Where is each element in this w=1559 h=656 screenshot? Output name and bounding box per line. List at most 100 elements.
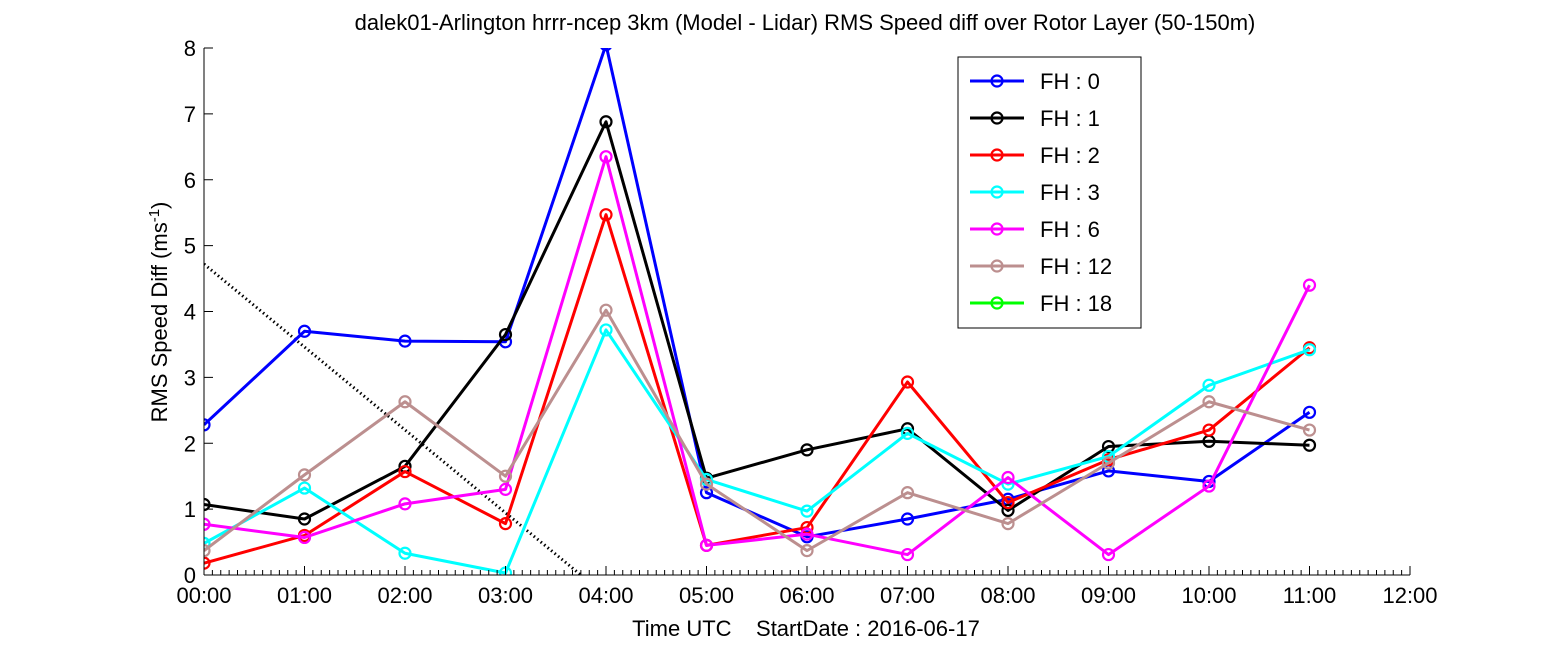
data-point xyxy=(1101,456,1116,470)
x-axis-label: Time UTC StartDate : 2016-06-17 xyxy=(632,616,980,641)
y-tick-label: 4 xyxy=(184,300,196,325)
data-point xyxy=(1202,479,1216,493)
data-point xyxy=(1202,378,1216,392)
legend-swatch-marker xyxy=(990,296,1004,310)
series-line xyxy=(204,308,1310,553)
data-point xyxy=(800,544,814,558)
series-line xyxy=(204,48,1311,539)
data-point xyxy=(800,504,814,518)
data-point xyxy=(599,115,613,129)
legend-label: FH : 1 xyxy=(1040,106,1100,131)
data-point xyxy=(398,334,412,348)
x-tick-label: 10:00 xyxy=(1181,583,1236,608)
data-point xyxy=(1202,423,1216,437)
legend-item: FH : 18 xyxy=(970,291,1112,316)
y-tick-label: 0 xyxy=(184,563,196,588)
legend-swatch-marker xyxy=(990,222,1004,236)
data-point xyxy=(297,468,312,482)
y-tick-label: 8 xyxy=(184,36,196,61)
data-point xyxy=(900,547,915,562)
x-tick-label: 03:00 xyxy=(478,583,533,608)
legend-item: FH : 12 xyxy=(970,254,1112,279)
legend: FH : 0 FH : 1 FH : 2 FH : 3 FH : 6 FH : 12 FH … xyxy=(957,56,1142,329)
x-tick-label: 04:00 xyxy=(578,583,633,608)
chart-title: dalek01-Arlington hrrr-ncep 3km (Model -… xyxy=(355,10,1256,35)
data-point xyxy=(204,497,211,512)
data-point xyxy=(1302,438,1317,452)
data-point xyxy=(204,536,211,550)
legend-item: FH : 1 xyxy=(970,106,1100,131)
data-point xyxy=(398,497,412,511)
plot-area xyxy=(204,48,1410,575)
data-point xyxy=(800,527,814,541)
data-point xyxy=(599,150,613,164)
y-axis-label-end: ) xyxy=(147,202,172,209)
data-point xyxy=(498,482,513,496)
y-tick-label: 5 xyxy=(184,234,196,259)
x-tick-label: 01:00 xyxy=(277,583,332,608)
series-5 xyxy=(204,303,1317,558)
data-point xyxy=(1302,343,1317,357)
data-point xyxy=(800,443,814,457)
data-point xyxy=(1001,517,1015,531)
x-tick-label: 11:00 xyxy=(1283,583,1336,608)
data-point xyxy=(297,512,312,526)
legend-item: FH : 2 xyxy=(970,143,1100,168)
data-point xyxy=(204,517,211,531)
data-point xyxy=(1101,439,1116,454)
x-tick-label: 06:00 xyxy=(779,583,834,608)
data-point xyxy=(398,464,412,479)
data-point xyxy=(204,544,211,558)
legend-swatch-marker xyxy=(990,185,1004,199)
series-line xyxy=(204,328,1311,575)
data-point xyxy=(900,486,915,500)
series-4 xyxy=(204,150,1317,562)
data-point xyxy=(297,481,312,495)
data-point xyxy=(204,418,211,432)
data-point xyxy=(398,395,412,409)
legend-swatch-marker xyxy=(990,111,1004,125)
legend-label: FH : 0 xyxy=(1040,69,1100,94)
legend-label: FH : 18 xyxy=(1040,291,1112,316)
data-point xyxy=(1302,278,1317,292)
data-point xyxy=(498,327,513,342)
data-point xyxy=(699,538,714,552)
y-tick-label: 1 xyxy=(184,497,196,522)
trend-line xyxy=(204,262,582,575)
y-axis-label: RMS Speed Diff (ms-1) xyxy=(146,202,173,423)
data-point xyxy=(900,512,915,526)
legend-item: FH : 0 xyxy=(970,69,1100,94)
data-point xyxy=(297,324,312,338)
legend-label: FH : 3 xyxy=(1040,180,1100,205)
y-tick-label: 2 xyxy=(184,431,196,456)
data-point xyxy=(900,426,915,440)
y-tick-label: 7 xyxy=(184,102,196,127)
data-point xyxy=(297,530,312,545)
y-axis-label-main: RMS Speed Diff (ms xyxy=(147,222,172,422)
x-tick-label: 12:00 xyxy=(1382,583,1437,608)
data-point xyxy=(1001,470,1015,485)
axes: 0 1 2 3 4 5 6 7 8 00:00 01:00 02:00 03:00 04:00 05:00 0… xyxy=(176,36,1437,608)
legend-swatch-marker xyxy=(990,259,1004,273)
data-point xyxy=(204,556,211,570)
x-tick-label: 02:00 xyxy=(377,583,432,608)
data-point xyxy=(699,486,714,500)
data-point xyxy=(498,469,513,483)
data-point xyxy=(900,375,915,389)
y-tick-label: 3 xyxy=(184,365,196,390)
series-line xyxy=(204,213,1311,565)
data-point xyxy=(599,208,613,222)
data-point xyxy=(1101,547,1116,562)
data-point xyxy=(398,546,412,560)
legend-label: FH : 2 xyxy=(1040,143,1100,168)
data-point xyxy=(1001,503,1015,518)
legend-swatch-marker xyxy=(990,74,1004,88)
data-point xyxy=(599,323,613,337)
y-tick-label: 6 xyxy=(184,168,196,193)
data-point xyxy=(1001,495,1015,510)
y-axis-label-sup: -1 xyxy=(146,209,163,222)
x-tick-label: 08:00 xyxy=(980,583,1035,608)
series-line xyxy=(204,155,1311,557)
x-tick-label: 05:00 xyxy=(679,583,734,608)
